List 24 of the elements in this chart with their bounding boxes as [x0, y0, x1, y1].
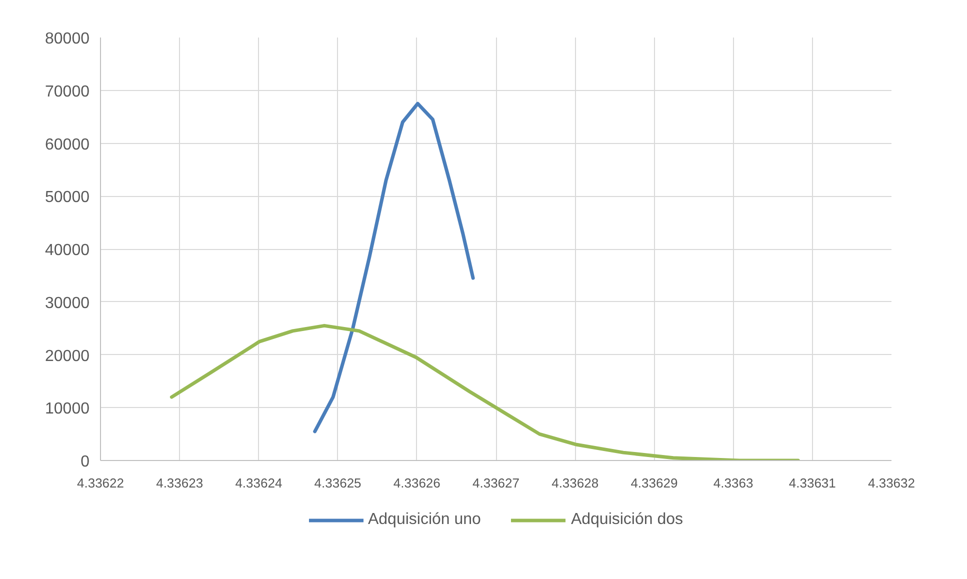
- y-tick-label: 10000: [45, 400, 90, 418]
- line-series: [170, 324, 800, 460]
- y-tick-label: 70000: [45, 83, 90, 100]
- x-tick-label: 4.33626: [393, 476, 440, 490]
- x-tick-label: 4.33624: [235, 476, 282, 490]
- x-tick-label: 4.33622: [77, 476, 124, 490]
- line-series: [313, 102, 475, 434]
- x-tick-label: 4.33631: [788, 476, 836, 490]
- legend-label: Adquisición dos: [570, 511, 684, 529]
- legend-label: Adquisición uno: [368, 511, 481, 529]
- x-tick-label: 4.33623: [156, 476, 204, 490]
- y-tick-label: 20000: [45, 348, 90, 365]
- y-tick-label: 50000: [45, 189, 90, 206]
- y-tick-label: 30000: [45, 294, 90, 312]
- x-tick-label: 4.33628: [552, 476, 599, 490]
- y-tick-label: 60000: [45, 136, 90, 154]
- x-tick-label: 4.33629: [630, 476, 678, 490]
- y-tick-label: 80000: [45, 30, 90, 48]
- x-tick-label: 4.33632: [868, 476, 916, 490]
- y-tick-label: 40000: [45, 242, 90, 259]
- x-tick-label: 4.33625: [314, 476, 362, 490]
- x-tick-label: 4.3363: [713, 476, 754, 490]
- y-tick-label: 0: [80, 454, 90, 470]
- x-tick-label: 4.33627: [472, 476, 520, 490]
